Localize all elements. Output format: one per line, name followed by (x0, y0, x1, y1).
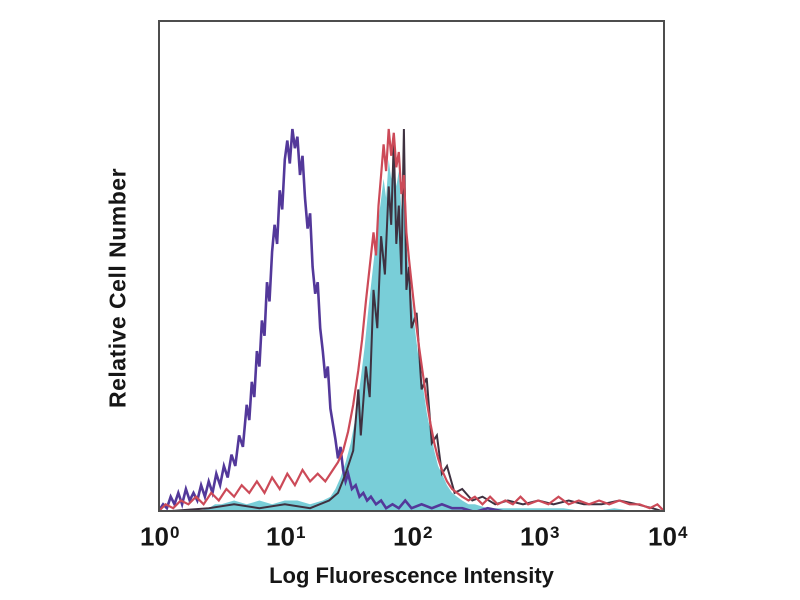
x-axis-ticks: 100 101 102 103 104 (0, 521, 800, 561)
series-stained-red-outline (158, 128, 665, 512)
x-tick-label-1e1: 101 (266, 521, 306, 552)
series-isotype-control-outline (158, 128, 665, 512)
plot-frame (158, 20, 665, 512)
series-stained-fill (158, 155, 665, 512)
x-tick-label-1e2: 102 (393, 521, 433, 552)
x-tick-label-1e3: 103 (520, 521, 560, 552)
x-tick-label-1e4: 104 (648, 521, 688, 552)
series-layer (158, 128, 665, 512)
y-axis-label: Relative Cell Number (104, 167, 131, 409)
x-axis-title: Log Fluorescence Intensity (269, 563, 554, 588)
x-tick-label-1e0: 100 (140, 521, 180, 552)
